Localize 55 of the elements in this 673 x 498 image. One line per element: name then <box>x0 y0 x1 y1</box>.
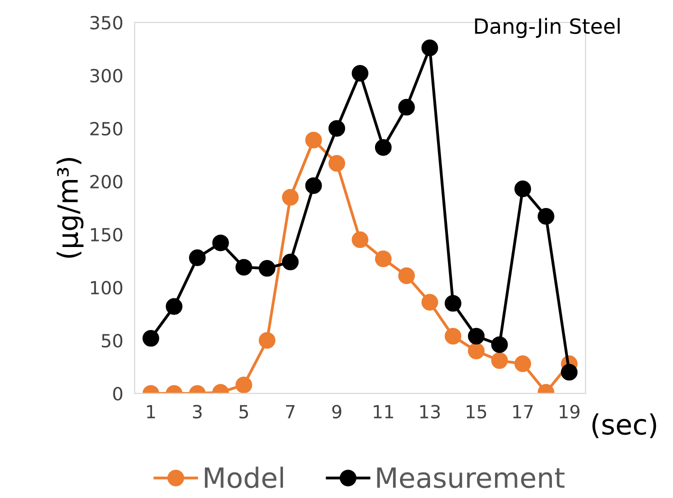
point <box>491 352 508 369</box>
x-tick-label: 11 <box>374 405 394 418</box>
point <box>282 254 299 270</box>
point <box>236 258 252 276</box>
point <box>328 155 346 172</box>
point <box>468 328 485 345</box>
point <box>444 328 462 345</box>
point <box>374 139 392 156</box>
point <box>212 234 229 252</box>
point <box>282 188 299 206</box>
point <box>305 177 322 194</box>
y-tick-label: 150 <box>91 228 122 242</box>
point <box>514 355 532 372</box>
x-tick-label: 17 <box>513 405 533 418</box>
point <box>444 294 462 312</box>
point <box>421 40 438 56</box>
point <box>560 364 578 381</box>
x-tick-label: 9 <box>332 404 342 419</box>
y-axis-title: (µg/m³) <box>56 158 84 258</box>
point <box>305 132 322 148</box>
y-tick-label: 350 <box>90 16 122 30</box>
point <box>374 250 392 268</box>
y-tick-label: 300 <box>90 68 122 83</box>
y-tick-label: 200 <box>90 174 122 189</box>
y-tick-label: 50 <box>102 334 122 348</box>
y-tick-label: 100 <box>91 280 122 295</box>
y-tick-label: 0 <box>113 386 122 401</box>
point <box>491 336 508 353</box>
point <box>189 249 206 266</box>
point <box>538 208 554 225</box>
legend-label: Measurement <box>377 468 564 488</box>
point <box>236 376 252 394</box>
point <box>421 294 438 311</box>
point <box>398 98 415 116</box>
point <box>398 267 415 284</box>
x-tick-label: 7 <box>286 405 295 418</box>
x-tick-label: 3 <box>192 404 202 419</box>
point <box>352 64 368 82</box>
point <box>328 120 346 137</box>
point <box>258 260 276 277</box>
y-tick-label: 250 <box>90 122 122 136</box>
x-tick-label: 13 <box>420 404 440 419</box>
point <box>352 231 368 248</box>
x-tick-label: 19 <box>560 404 580 419</box>
point <box>142 330 160 347</box>
legend-label: Model <box>204 466 283 488</box>
point <box>258 332 276 349</box>
x-tick-label: 5 <box>239 405 248 419</box>
point <box>166 298 182 315</box>
x-axis-title: (sec) <box>592 413 656 438</box>
point <box>468 342 485 360</box>
x-tick-label: 1 <box>147 405 155 418</box>
x-tick-label: 15 <box>466 405 486 419</box>
point <box>514 180 532 198</box>
annotation: Dang-Jin Steel <box>475 18 620 38</box>
